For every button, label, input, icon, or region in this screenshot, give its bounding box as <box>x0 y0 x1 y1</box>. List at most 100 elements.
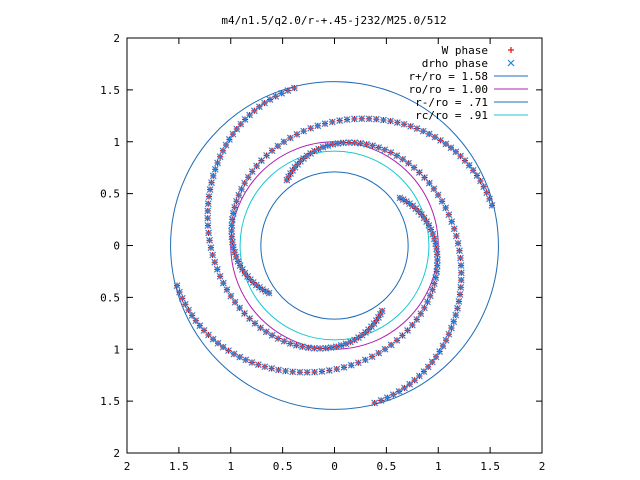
drho-phase-point <box>457 262 465 269</box>
x-axis: 2 1.5 1 0.5 0 0.5 1 1.5 2 <box>124 38 545 473</box>
drho-phase-point <box>231 248 239 256</box>
drho-phase-point <box>280 337 288 345</box>
drho-phase-point <box>274 142 282 150</box>
legend-label: drho phase <box>422 57 488 70</box>
drho-phase-point <box>432 240 440 248</box>
drho-phase-point <box>442 140 450 148</box>
drho-phase-point <box>248 168 256 175</box>
drho-phase-point <box>208 179 215 187</box>
drho-phase-point <box>425 130 433 138</box>
y-tick-label: 2 <box>113 32 120 45</box>
drho-phase-point <box>358 115 366 123</box>
drho-phase-point <box>207 244 215 252</box>
drho-phase-point <box>375 144 383 151</box>
circle-3 <box>239 150 430 341</box>
drho-phase-point <box>253 162 261 170</box>
drho-phase-point <box>261 363 269 371</box>
drho-phase-point <box>445 330 453 338</box>
legend-label: ro/ro = 1.00 <box>409 83 488 96</box>
drho-phase-point <box>430 235 438 243</box>
drho-phase-point <box>457 254 464 262</box>
drho-phase-point <box>407 122 415 130</box>
drho-phase-point <box>178 294 186 302</box>
drho-phase-point <box>377 397 385 404</box>
drho-phase-point <box>424 298 431 306</box>
drho-phase-point <box>457 269 465 277</box>
drho-phase-point <box>399 155 407 163</box>
y-tick-label: 1.5 <box>100 395 120 408</box>
drho-phase-point <box>318 368 326 375</box>
drho-phase-point <box>209 251 217 259</box>
drho-phase-point <box>324 142 332 150</box>
drho-phase-point <box>204 222 212 229</box>
drho-phase-point <box>311 368 318 376</box>
drho-phase-point <box>339 139 347 147</box>
drho-phase-point <box>442 204 450 212</box>
drho-phase-point <box>188 312 196 319</box>
drho-phase-point <box>251 319 259 327</box>
legend-label: r-/ro = .71 <box>415 96 488 109</box>
drho-phase-point <box>433 268 441 275</box>
drho-phase-point <box>426 292 434 300</box>
drho-phase-point <box>375 349 383 357</box>
drho-phase-point <box>372 115 380 123</box>
drho-phase-point <box>473 172 481 179</box>
drho-phase-point <box>250 107 258 115</box>
drho-phase-point <box>231 203 239 211</box>
drho-phase-point <box>228 238 236 246</box>
drho-phase-point <box>351 139 359 147</box>
drho-phase-point <box>429 286 436 294</box>
drho-phase-point <box>387 117 394 125</box>
y-tick-label: 0.5 <box>100 188 120 201</box>
drho-phase-point <box>213 265 221 273</box>
drho-phase-point <box>439 342 447 350</box>
drho-phase-point <box>286 134 294 142</box>
y-tick-label: 1 <box>113 343 120 356</box>
drho-phase-point <box>238 185 245 193</box>
drho-phase-point <box>371 399 379 407</box>
drho-phase-point <box>445 211 453 219</box>
drho-phase-point <box>325 367 333 374</box>
drho-phase-point <box>268 365 276 372</box>
drho-phase-point <box>457 283 465 291</box>
drho-phase-point <box>219 147 227 155</box>
drho-phase-point <box>284 87 292 94</box>
drho-phase-point <box>196 322 204 330</box>
drho-phase-point <box>257 324 264 332</box>
drho-phase-point <box>228 227 236 235</box>
drho-phase-point <box>263 152 270 159</box>
drho-phase-point <box>242 356 250 364</box>
drho-phase-point <box>205 229 212 237</box>
drho-phase-point <box>228 216 236 223</box>
drho-phase-point <box>450 318 458 326</box>
drho-phase-point <box>337 341 345 349</box>
drho-phase-point <box>448 218 456 226</box>
drho-phase-point <box>266 96 274 103</box>
drho-phase-point <box>354 359 362 367</box>
x-tick-label: 1.5 <box>169 460 189 473</box>
drho-phase-point <box>357 139 364 147</box>
drho-phase-point <box>433 256 441 264</box>
x-tick-label: 0.5 <box>376 460 396 473</box>
drho-phase-point <box>181 300 189 308</box>
drho-phase-point <box>289 368 297 376</box>
drho-phase-point <box>314 122 322 130</box>
drho-phase-point <box>431 133 439 141</box>
drho-phase-point <box>316 344 324 352</box>
drho-phase-point <box>261 99 268 107</box>
y-tick-label: 1.5 <box>100 84 120 97</box>
drho-phase-point <box>322 344 330 352</box>
data-points <box>173 84 496 407</box>
drho-phase-point <box>229 130 237 138</box>
drho-phase-point <box>211 165 219 173</box>
drho-phase-point <box>228 221 236 229</box>
drho-phase-point <box>457 276 465 284</box>
drho-phase-point <box>428 358 436 366</box>
drho-phase-point <box>413 125 421 132</box>
drho-phase-point <box>438 197 446 205</box>
drho-phase-point <box>227 292 235 300</box>
drho-phase-point <box>293 130 301 138</box>
drho-phase-point <box>173 282 181 290</box>
